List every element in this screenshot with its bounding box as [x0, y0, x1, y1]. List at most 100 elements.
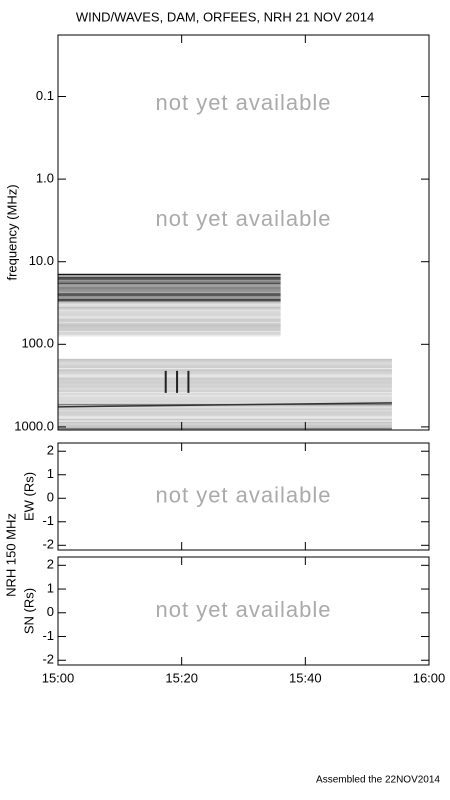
spectrum-row: [58, 296, 281, 298]
spectrum-row: [58, 370, 392, 373]
spectrum-row: [58, 288, 281, 291]
spectrum-row: [58, 397, 392, 400]
spectrum-row: [58, 420, 392, 422]
y-tick-label: -2: [42, 652, 54, 667]
burst: [176, 370, 179, 393]
spectrum-row: [58, 406, 392, 409]
spectrum-row: [58, 278, 281, 280]
spectrum-row: [58, 388, 392, 391]
spectrum-row: [58, 399, 392, 401]
spectrum-row: [58, 303, 281, 306]
burst: [164, 370, 167, 393]
spectrum-row: [58, 326, 281, 328]
spectrum-row: [58, 273, 281, 276]
spectrum-row: [58, 360, 392, 362]
spectrum-row: [58, 367, 392, 370]
spectrum-row: [58, 363, 392, 365]
y-tick-label: 0: [47, 490, 54, 505]
spectrum-row: [58, 324, 281, 327]
spectrum-row: [58, 308, 281, 310]
y-tick-label: 0: [47, 604, 54, 619]
spectrum-row: [58, 412, 392, 415]
spectrum-row: [58, 409, 392, 412]
spectrum-row: [58, 405, 392, 407]
y-tick-label: -1: [42, 628, 54, 643]
spectrum-row: [58, 402, 392, 404]
footer: Assembled the 22NOV2014: [316, 775, 440, 786]
y-axis-label: frequency (MHz): [4, 184, 19, 280]
spectrum-row: [58, 385, 392, 388]
spectrum-row: [58, 315, 281, 318]
spectrum-row: [58, 391, 392, 394]
spectrum-row: [58, 317, 281, 319]
spectrum-row: [58, 393, 392, 395]
spectrum-row: [58, 417, 392, 419]
spectrum-row: [58, 305, 281, 307]
spectrum-row: [58, 318, 281, 321]
annotation: not yet available: [156, 597, 332, 622]
y-tick-label: -2: [42, 537, 54, 552]
spectrum-row: [58, 394, 392, 397]
y-axis-label: SN (Rs): [21, 588, 36, 634]
x-tick-label: 16:00: [413, 670, 446, 685]
panel-frame: [57, 442, 430, 551]
spectrum-row: [58, 293, 281, 295]
spectrum-row: [58, 276, 281, 279]
spectrum-row: [58, 329, 281, 331]
spectrum-row: [58, 373, 392, 376]
y-tick-label: 1: [47, 466, 54, 481]
spectrum-row: [58, 311, 281, 313]
spectrum-row: [58, 366, 392, 368]
spectrum-row: [58, 381, 392, 383]
spectrum-row: [58, 282, 281, 285]
spectrum-row: [58, 327, 281, 330]
spectrum-row: [58, 364, 392, 367]
x-tick-label: 15:00: [42, 670, 75, 685]
y-tick-label: 1.0: [36, 171, 54, 186]
nrh-label: NRH 150 MHz: [3, 513, 18, 597]
spectrum-row: [58, 424, 392, 427]
spectrum-row: [58, 294, 281, 297]
y-axis-label: EW (Rs): [21, 472, 36, 521]
panel-frame: [57, 556, 430, 666]
spectrum-row: [58, 299, 281, 301]
spectrum-row: [58, 369, 392, 371]
spectrum-row: [58, 300, 281, 303]
y-tick-label: 1000.0: [14, 418, 54, 433]
y-tick-label: 10.0: [29, 253, 54, 268]
spectrum-row: [58, 306, 281, 309]
y-tick-label: 0.1: [36, 88, 54, 103]
spectrum-row: [58, 384, 392, 386]
spectrum-row: [58, 358, 392, 361]
spectrum-row: [58, 427, 392, 430]
y-tick-label: -1: [42, 513, 54, 528]
title: WIND/WAVES, DAM, ORFEES, NRH 21 NOV 2014: [76, 9, 374, 24]
spectrum-row: [58, 312, 281, 315]
spectrum-row: [58, 414, 392, 416]
spectrum-row: [58, 415, 392, 418]
spectrum-row: [58, 421, 392, 424]
spectrum-row: [58, 423, 392, 425]
spectrum-row: [58, 284, 281, 286]
spectrum-row: [58, 372, 392, 374]
spectra: [58, 273, 392, 430]
spectrum-row: [58, 323, 281, 325]
spectrum-row: [58, 332, 281, 334]
spectrum-row: [58, 396, 392, 398]
burst: [187, 370, 190, 393]
spectrum-row: [58, 302, 281, 304]
spectrum-row: [58, 379, 392, 382]
spectrum-row: [58, 291, 281, 294]
y-tick-label: 2: [47, 557, 54, 572]
spectrum-row: [58, 375, 392, 377]
spectrum-row: [58, 382, 392, 385]
spectrum-row: [58, 314, 281, 316]
annotation: not yet available: [156, 206, 332, 231]
spectrum-row: [58, 335, 281, 337]
spectrum-row: [58, 297, 281, 300]
spectrum-row: [58, 287, 281, 289]
spectrum-row: [58, 390, 392, 392]
y-tick-label: 2: [47, 443, 54, 458]
streak: [58, 402, 392, 408]
